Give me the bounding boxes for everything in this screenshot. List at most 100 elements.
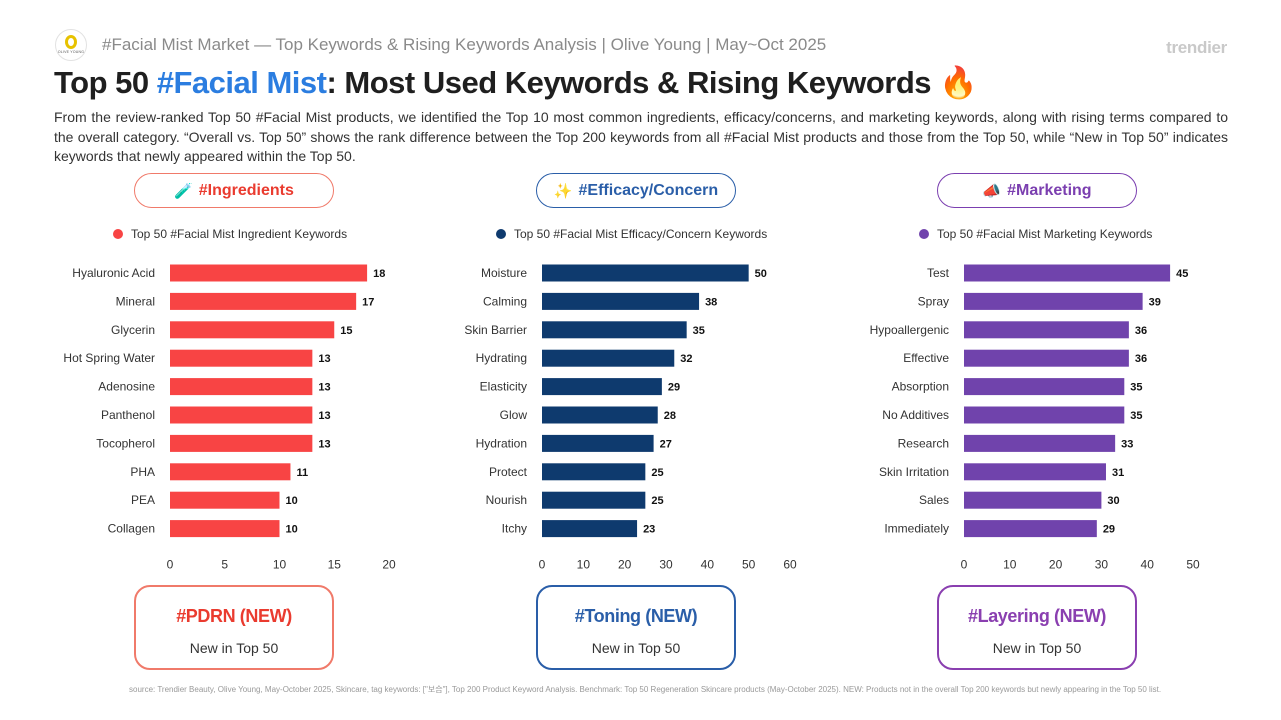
category-label: Hypoallergenic [870,323,949,337]
category-label: Hydration [476,436,527,450]
value-label: 18 [373,268,385,280]
bar [170,292,357,310]
category-label: PHA [130,465,155,479]
bar [170,491,280,509]
value-label: 29 [668,382,680,394]
bar [964,463,1106,481]
category-label: Adenosine [98,380,155,394]
x-tick-label: 10 [577,558,591,572]
title-prefix: Top 50 [54,65,157,100]
new-keyword-ingredients-sub: New in Top 50 [189,640,279,656]
ingredients-legend-dot [113,229,123,239]
bar [542,434,654,452]
bar [170,349,313,367]
category-label: No Additives [882,408,949,422]
category-label: Glycerin [111,323,155,337]
value-label: 27 [660,438,672,450]
bar [542,463,646,481]
megaphone-icon: 📣 [982,182,1002,200]
efficacy-legend: Top 50 #Facial Mist Efficacy/Concern Key… [496,227,767,241]
bar [964,434,1116,452]
bar [542,349,675,367]
x-tick-label: 15 [328,558,342,572]
value-label: 25 [651,467,663,479]
x-tick-label: 10 [273,558,287,572]
bar [964,491,1102,509]
bar [542,491,646,509]
value-label: 50 [755,268,767,280]
category-label: Nourish [486,493,527,507]
value-label: 15 [340,325,352,337]
category-label: Calming [483,294,527,308]
olive-young-logo: OLIVE YOUNG [55,29,87,61]
value-label: 23 [643,524,655,536]
new-keyword-efficacy-box: #Toning (NEW) New in Top 50 [536,585,736,670]
category-label: PEA [131,493,155,507]
bar [542,406,658,424]
value-label: 10 [286,524,298,536]
x-tick-label: 30 [659,558,673,572]
value-label: 36 [1135,325,1147,337]
ingredients-legend-label: Top 50 #Facial Mist Ingredient Keywords [131,227,348,241]
sparkles-icon: ✨ [553,182,573,200]
x-tick-label: 40 [1141,558,1155,572]
x-tick-label: 0 [167,558,174,572]
category-label: Elasticity [480,380,527,394]
efficacy-pill: ✨ #Efficacy/Concern [536,173,736,208]
ingredients-pill: 🧪 #Ingredients [134,173,334,208]
value-label: 35 [1130,382,1142,394]
value-label: 32 [680,353,692,365]
category-label: Itchy [502,522,527,536]
bar [170,463,291,481]
x-tick-label: 5 [221,558,228,572]
bar [170,520,280,538]
ingredients-chart: Hyaluronic Acid 18 Mineral 17 Glycerin 15 Hot … [0,255,420,590]
category-label: Hydrating [476,351,527,365]
source-footnote: source: Trendier Beauty, Olive Young, Ma… [129,685,1162,694]
value-label: 25 [651,495,663,507]
category-label: Effective [903,351,949,365]
value-label: 45 [1176,268,1188,280]
category-label: Panthenol [101,408,155,422]
value-label: 38 [705,296,717,308]
value-label: 31 [1112,467,1124,479]
value-label: 11 [296,467,308,479]
value-label: 39 [1149,296,1161,308]
new-keyword-marketing-box: #Layering (NEW) New in Top 50 [937,585,1137,670]
title-suffix: : Most Used Keywords & Rising Keywords [326,65,940,100]
category-label: Collagen [108,522,155,536]
value-label: 13 [318,410,330,422]
fire-icon: 🔥 [939,65,978,100]
value-label: 30 [1107,495,1119,507]
efficacy-chart: Moisture 50 Calming 38 Skin Barrier 35 Hydrati… [420,255,840,590]
bar [964,406,1125,424]
bar [170,321,335,339]
value-label: 13 [318,382,330,394]
efficacy-bar-chart: Moisture 50 Calming 38 Skin Barrier 35 Hydrati… [464,264,797,572]
value-label: 10 [286,495,298,507]
x-tick-label: 0 [539,558,546,572]
bar [170,378,313,396]
ingredients-pill-label: #Ingredients [198,181,294,199]
bar [964,378,1125,396]
new-keyword-marketing-sub: New in Top 50 [992,640,1082,656]
x-tick-label: 0 [961,558,968,572]
new-keyword-marketing-title: #Layering (NEW) [967,606,1107,626]
value-label: 17 [362,296,374,308]
bar [964,321,1129,339]
description: From the review-ranked Top 50 #Facial Mi… [54,109,1228,164]
category-label: Immediately [884,522,949,536]
logo-mark-icon [65,35,77,49]
x-tick-label: 20 [382,558,396,572]
page-title: Top 50 #Facial Mist: Most Used Keywords … [54,64,978,101]
ingredients-bar-chart: Hyaluronic Acid 18 Mineral 17 Glycerin 15 Hot … [63,264,396,572]
value-label: 13 [318,438,330,450]
marketing-legend-label: Top 50 #Facial Mist Marketing Keywords [937,227,1153,241]
bar [542,264,749,282]
category-label: Mineral [116,294,155,308]
ingredients-legend: Top 50 #Facial Mist Ingredient Keywords [113,227,347,241]
value-label: 35 [693,325,705,337]
marketing-legend: Top 50 #Facial Mist Marketing Keywords [919,227,1152,241]
category-label: Sales [919,493,949,507]
category-label: Tocopherol [96,436,155,450]
